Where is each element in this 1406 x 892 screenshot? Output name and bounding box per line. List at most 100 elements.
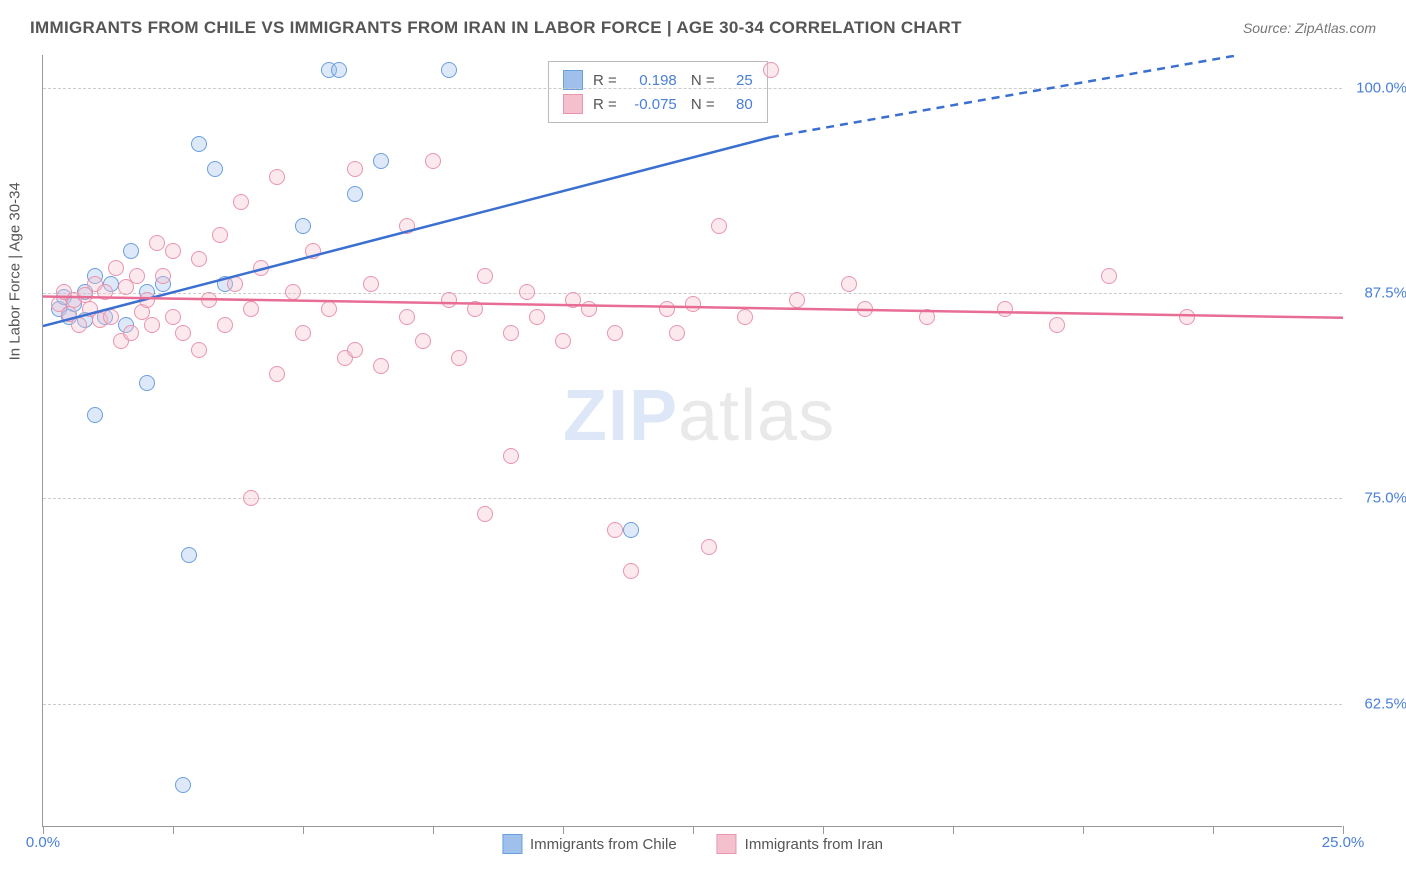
chart-title: IMMIGRANTS FROM CHILE VS IMMIGRANTS FROM… [30, 18, 962, 38]
y-tick-label: 75.0% [1347, 490, 1406, 507]
data-point [841, 276, 857, 292]
x-tick-mark [1083, 826, 1084, 834]
x-tick-mark [823, 826, 824, 834]
legend-label-iran: Immigrants from Iran [745, 836, 883, 853]
data-point [212, 227, 228, 243]
data-point [659, 301, 675, 317]
data-point [415, 333, 431, 349]
legend-label-chile: Immigrants from Chile [530, 836, 677, 853]
data-point [711, 218, 727, 234]
data-point [181, 547, 197, 563]
correlation-chart: In Labor Force | Age 30-34 ZIPatlas R = … [42, 55, 1342, 827]
bottom-legend: Immigrants from Chile Immigrants from Ir… [502, 834, 883, 854]
data-point [139, 375, 155, 391]
data-point [175, 325, 191, 341]
data-point [441, 292, 457, 308]
data-point [285, 284, 301, 300]
data-point [123, 243, 139, 259]
data-point [243, 490, 259, 506]
data-point [1179, 309, 1195, 325]
data-point [243, 301, 259, 317]
data-point [347, 161, 363, 177]
data-point [269, 366, 285, 382]
data-point [97, 284, 113, 300]
x-tick-mark [303, 826, 304, 834]
data-point [139, 292, 155, 308]
data-point [103, 309, 119, 325]
data-point [305, 243, 321, 259]
legend-swatch-iran [717, 834, 737, 854]
iran-r-value: -0.075 [627, 96, 677, 113]
data-point [108, 260, 124, 276]
data-point [425, 153, 441, 169]
data-point [529, 309, 545, 325]
source-attribution: Source: ZipAtlas.com [1243, 20, 1376, 36]
data-point [623, 563, 639, 579]
data-point [201, 292, 217, 308]
data-point [129, 268, 145, 284]
data-point [503, 325, 519, 341]
trend-lines [43, 55, 1343, 827]
data-point [737, 309, 753, 325]
x-tick-mark [433, 826, 434, 834]
data-point [685, 296, 701, 312]
data-point [857, 301, 873, 317]
x-tick-mark [1343, 826, 1344, 834]
data-point [227, 276, 243, 292]
gridline-h [43, 88, 1342, 89]
data-point [477, 268, 493, 284]
data-point [503, 448, 519, 464]
data-point [191, 136, 207, 152]
data-point [295, 218, 311, 234]
data-point [144, 317, 160, 333]
stats-legend-box: R = 0.198 N = 25 R = -0.075 N = 80 [548, 61, 768, 123]
chile-n-value: 25 [725, 72, 753, 89]
data-point [919, 309, 935, 325]
data-point [295, 325, 311, 341]
x-tick-label: 25.0% [1322, 834, 1365, 851]
data-point [191, 342, 207, 358]
data-point [347, 342, 363, 358]
data-point [1049, 317, 1065, 333]
gridline-h [43, 498, 1342, 499]
legend-swatch-chile [502, 834, 522, 854]
legend-item-chile: Immigrants from Chile [502, 834, 677, 854]
legend-item-iran: Immigrants from Iran [717, 834, 883, 854]
data-point [1101, 268, 1117, 284]
x-tick-mark [1213, 826, 1214, 834]
data-point [669, 325, 685, 341]
data-point [321, 301, 337, 317]
data-point [399, 218, 415, 234]
data-point [347, 186, 363, 202]
data-point [451, 350, 467, 366]
y-tick-label: 62.5% [1347, 695, 1406, 712]
data-point [519, 284, 535, 300]
data-point [87, 407, 103, 423]
x-tick-mark [173, 826, 174, 834]
data-point [997, 301, 1013, 317]
y-axis-label: In Labor Force | Age 30-34 [7, 182, 24, 360]
swatch-iran [563, 94, 583, 114]
data-point [155, 268, 171, 284]
data-point [331, 62, 347, 78]
x-tick-label: 0.0% [26, 834, 60, 851]
stats-row-iran: R = -0.075 N = 80 [563, 92, 753, 116]
data-point [373, 358, 389, 374]
y-tick-label: 100.0% [1347, 79, 1406, 96]
data-point [233, 194, 249, 210]
data-point [789, 292, 805, 308]
x-tick-mark [693, 826, 694, 834]
data-point [149, 235, 165, 251]
x-tick-mark [563, 826, 564, 834]
chile-r-value: 0.198 [627, 72, 677, 89]
x-tick-mark [43, 826, 44, 834]
data-point [165, 309, 181, 325]
data-point [373, 153, 389, 169]
data-point [477, 506, 493, 522]
data-point [581, 301, 597, 317]
data-point [191, 251, 207, 267]
x-tick-mark [953, 826, 954, 834]
data-point [623, 522, 639, 538]
watermark: ZIPatlas [563, 375, 835, 457]
data-point [217, 317, 233, 333]
